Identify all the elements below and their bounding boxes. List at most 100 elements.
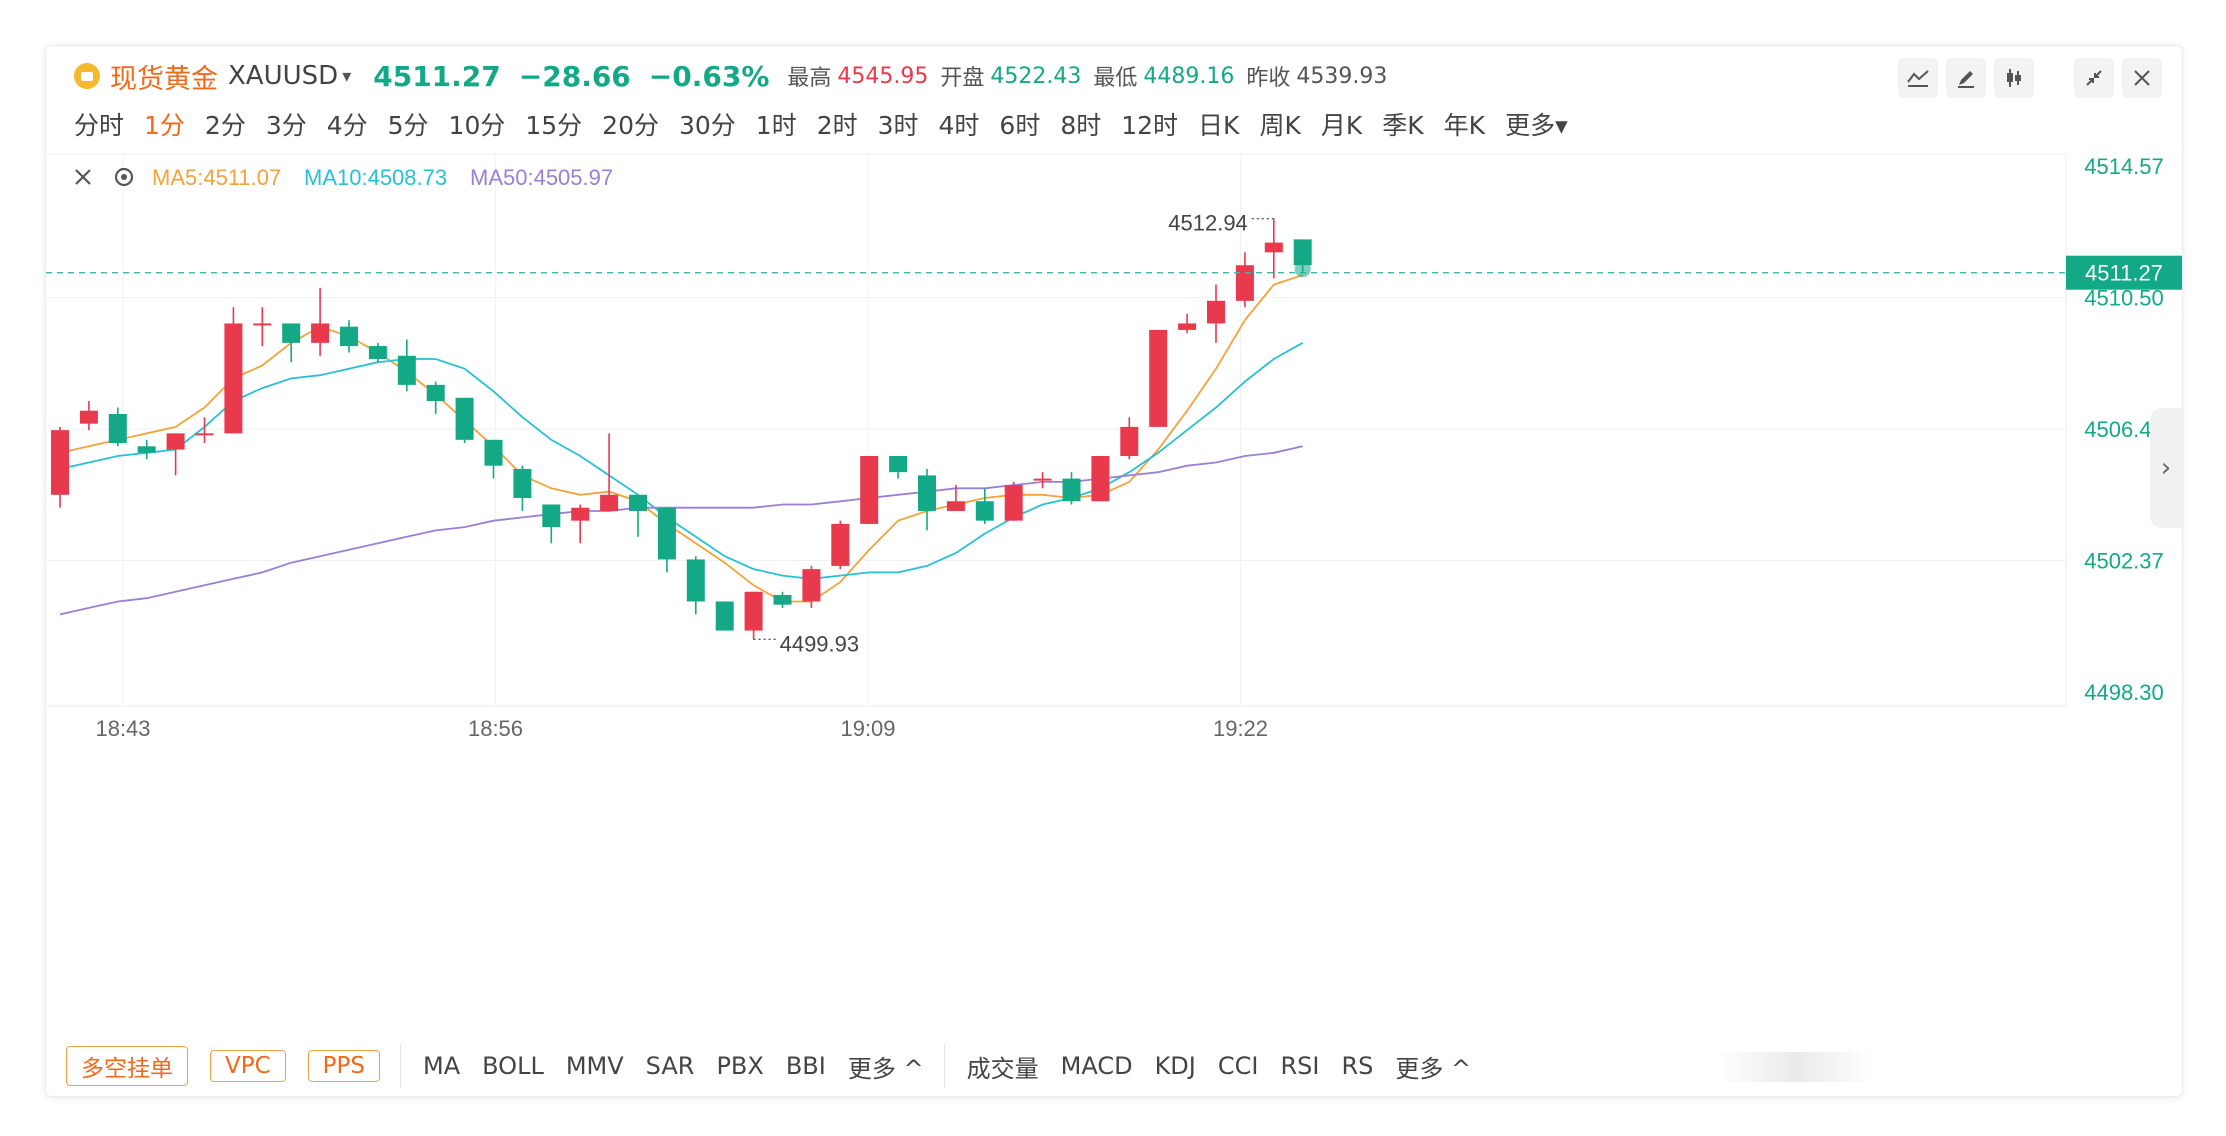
period-tab[interactable]: 6时 — [999, 111, 1041, 140]
main-indicator-item[interactable]: MMV — [565, 1052, 624, 1080]
candle-body — [629, 494, 647, 511]
period-tab[interactable]: 2时 — [816, 111, 858, 140]
last-price: 4511.27 — [373, 59, 501, 93]
candle-body — [773, 595, 792, 605]
period-tab[interactable]: 12时 — [1121, 111, 1179, 140]
draw-pen-icon[interactable] — [1946, 58, 1986, 98]
candle-body — [253, 323, 272, 326]
main-indicator-item[interactable]: PBX — [716, 1052, 764, 1080]
divider — [943, 1044, 945, 1088]
instrument-name: 现货黄金 — [110, 63, 218, 95]
main-indicator-item[interactable]: BBI — [785, 1052, 826, 1080]
main-indicator-item[interactable]: SAR — [645, 1052, 695, 1080]
y-tick-label: 4498.30 — [2084, 680, 2164, 705]
candlestick-type-icon[interactable] — [1994, 58, 2034, 98]
stat-label-open: 开盘 — [940, 66, 985, 91]
candle-body — [455, 397, 474, 440]
chevron-right-icon[interactable]: › — [2150, 408, 2182, 528]
quote-header: 现货黄金 XAUUSD ▾ 4511.27 −28.66 −0.63% 最高 4… — [74, 54, 1399, 98]
main-indicator-item[interactable]: 更多 ^ — [847, 1054, 924, 1083]
period-tab[interactable]: 年K — [1443, 111, 1486, 140]
x-tick-label: 19:09 — [840, 716, 895, 741]
candle-body — [889, 455, 908, 473]
legend-ma5: MA5:4511.07 — [152, 165, 281, 190]
ma-line-ma10 — [59, 342, 1304, 580]
candle-body — [1264, 242, 1283, 253]
y-tick-label: 4502.37 — [2084, 548, 2164, 573]
settings-icon[interactable] — [114, 167, 134, 187]
symbol-selector[interactable]: XAUUSD — [228, 61, 339, 91]
candle-body — [195, 433, 214, 436]
candle-body — [282, 323, 301, 343]
period-tab[interactable]: 3分 — [265, 111, 307, 140]
period-tab[interactable]: 15分 — [525, 111, 583, 140]
price-change: −28.66 — [518, 59, 631, 93]
period-tab[interactable]: 周K — [1259, 111, 1301, 140]
period-tab[interactable]: 10分 — [448, 111, 506, 140]
candle-body — [860, 455, 879, 524]
candle-body — [542, 504, 561, 528]
candle-body — [975, 501, 994, 521]
close-icon[interactable] — [75, 169, 91, 185]
candle-body — [715, 601, 734, 631]
sub-indicator-item[interactable]: 更多 ^ — [1395, 1054, 1472, 1083]
ma-line-ma50 — [59, 445, 1303, 616]
candle-body — [802, 569, 821, 602]
candle-body — [484, 439, 503, 466]
period-tab[interactable]: 分时 — [74, 111, 125, 140]
candle-body — [1149, 329, 1168, 427]
period-tab[interactable]: 3时 — [877, 111, 919, 140]
sub-indicator-item[interactable]: RSI — [1280, 1052, 1320, 1080]
high-annotation: 4512.94 — [1168, 211, 1248, 236]
candle-body — [657, 507, 676, 560]
stat-value-high: 4545.95 — [837, 63, 929, 89]
period-tab[interactable]: 季K — [1382, 111, 1424, 140]
period-tab[interactable]: 1分 — [144, 111, 185, 140]
stat-label-high: 最高 — [787, 66, 832, 91]
period-tab[interactable]: 5分 — [387, 111, 429, 140]
candle-body — [1033, 478, 1052, 481]
sub-indicator-item[interactable]: RS — [1341, 1052, 1374, 1080]
candle-body — [744, 591, 763, 631]
main-indicator-item[interactable]: MA — [423, 1052, 461, 1080]
chevron-down-icon[interactable]: ▾ — [342, 65, 352, 87]
candle-body — [1293, 239, 1312, 266]
candlestick-chart[interactable]: 4514.574510.504506.434502.374498.3018:43… — [46, 46, 2182, 1036]
period-tab[interactable]: 2分 — [204, 111, 246, 140]
sub-indicator-item[interactable]: KDJ — [1154, 1052, 1196, 1080]
candle-body — [1235, 265, 1254, 301]
period-tab[interactable]: 4时 — [938, 111, 980, 140]
main-indicator-item[interactable]: BOLL — [482, 1052, 544, 1080]
collapse-icon[interactable] — [2074, 58, 2114, 98]
candle-body — [311, 323, 330, 343]
chart-card: 现货黄金 XAUUSD ▾ 4511.27 −28.66 −0.63% 最高 4… — [45, 45, 2183, 1097]
period-tab[interactable]: 4分 — [326, 111, 368, 140]
overlay-button[interactable]: 多空挂单 — [66, 1046, 188, 1086]
period-tab[interactable]: 20分 — [602, 111, 659, 140]
x-tick-label: 19:22 — [1213, 716, 1268, 741]
sub-indicator-item[interactable]: 成交量 — [966, 1054, 1039, 1083]
period-tab[interactable]: 月K — [1320, 111, 1363, 140]
last-price-tag-label: 4511.27 — [2085, 261, 2163, 286]
candle-body — [79, 410, 98, 424]
period-tab[interactable]: 30分 — [678, 111, 736, 140]
candle-body — [1178, 323, 1197, 330]
candle-body — [600, 494, 619, 511]
period-tab[interactable]: 8时 — [1060, 111, 1102, 140]
sub-indicator-item[interactable]: MACD — [1060, 1052, 1133, 1080]
x-tick-label: 18:43 — [95, 716, 150, 741]
period-tab[interactable]: 1时 — [755, 111, 797, 140]
last-price-pulse — [1294, 261, 1311, 278]
close-icon[interactable] — [2122, 58, 2162, 98]
sub-indicator-item[interactable]: CCI — [1217, 1052, 1259, 1080]
period-tab[interactable]: 日K — [1198, 111, 1240, 140]
overlay-button[interactable]: VPC — [210, 1050, 286, 1082]
legend-ma10: MA10:4508.73 — [304, 165, 447, 190]
period-tabs: 分时 1分 2分 3分 4分 5分 10分 15分 20分 30分 1时 2时 3时 4时 6时 8时 12时日… — [74, 104, 1588, 144]
x-tick-label: 18:56 — [468, 716, 523, 741]
period-tab[interactable]: 更多▾ — [1505, 111, 1568, 140]
line-chart-icon[interactable] — [1898, 58, 1938, 98]
toolbar-icons — [1890, 58, 2162, 98]
overlay-button[interactable]: PPS — [307, 1050, 381, 1082]
divider — [400, 1044, 402, 1088]
